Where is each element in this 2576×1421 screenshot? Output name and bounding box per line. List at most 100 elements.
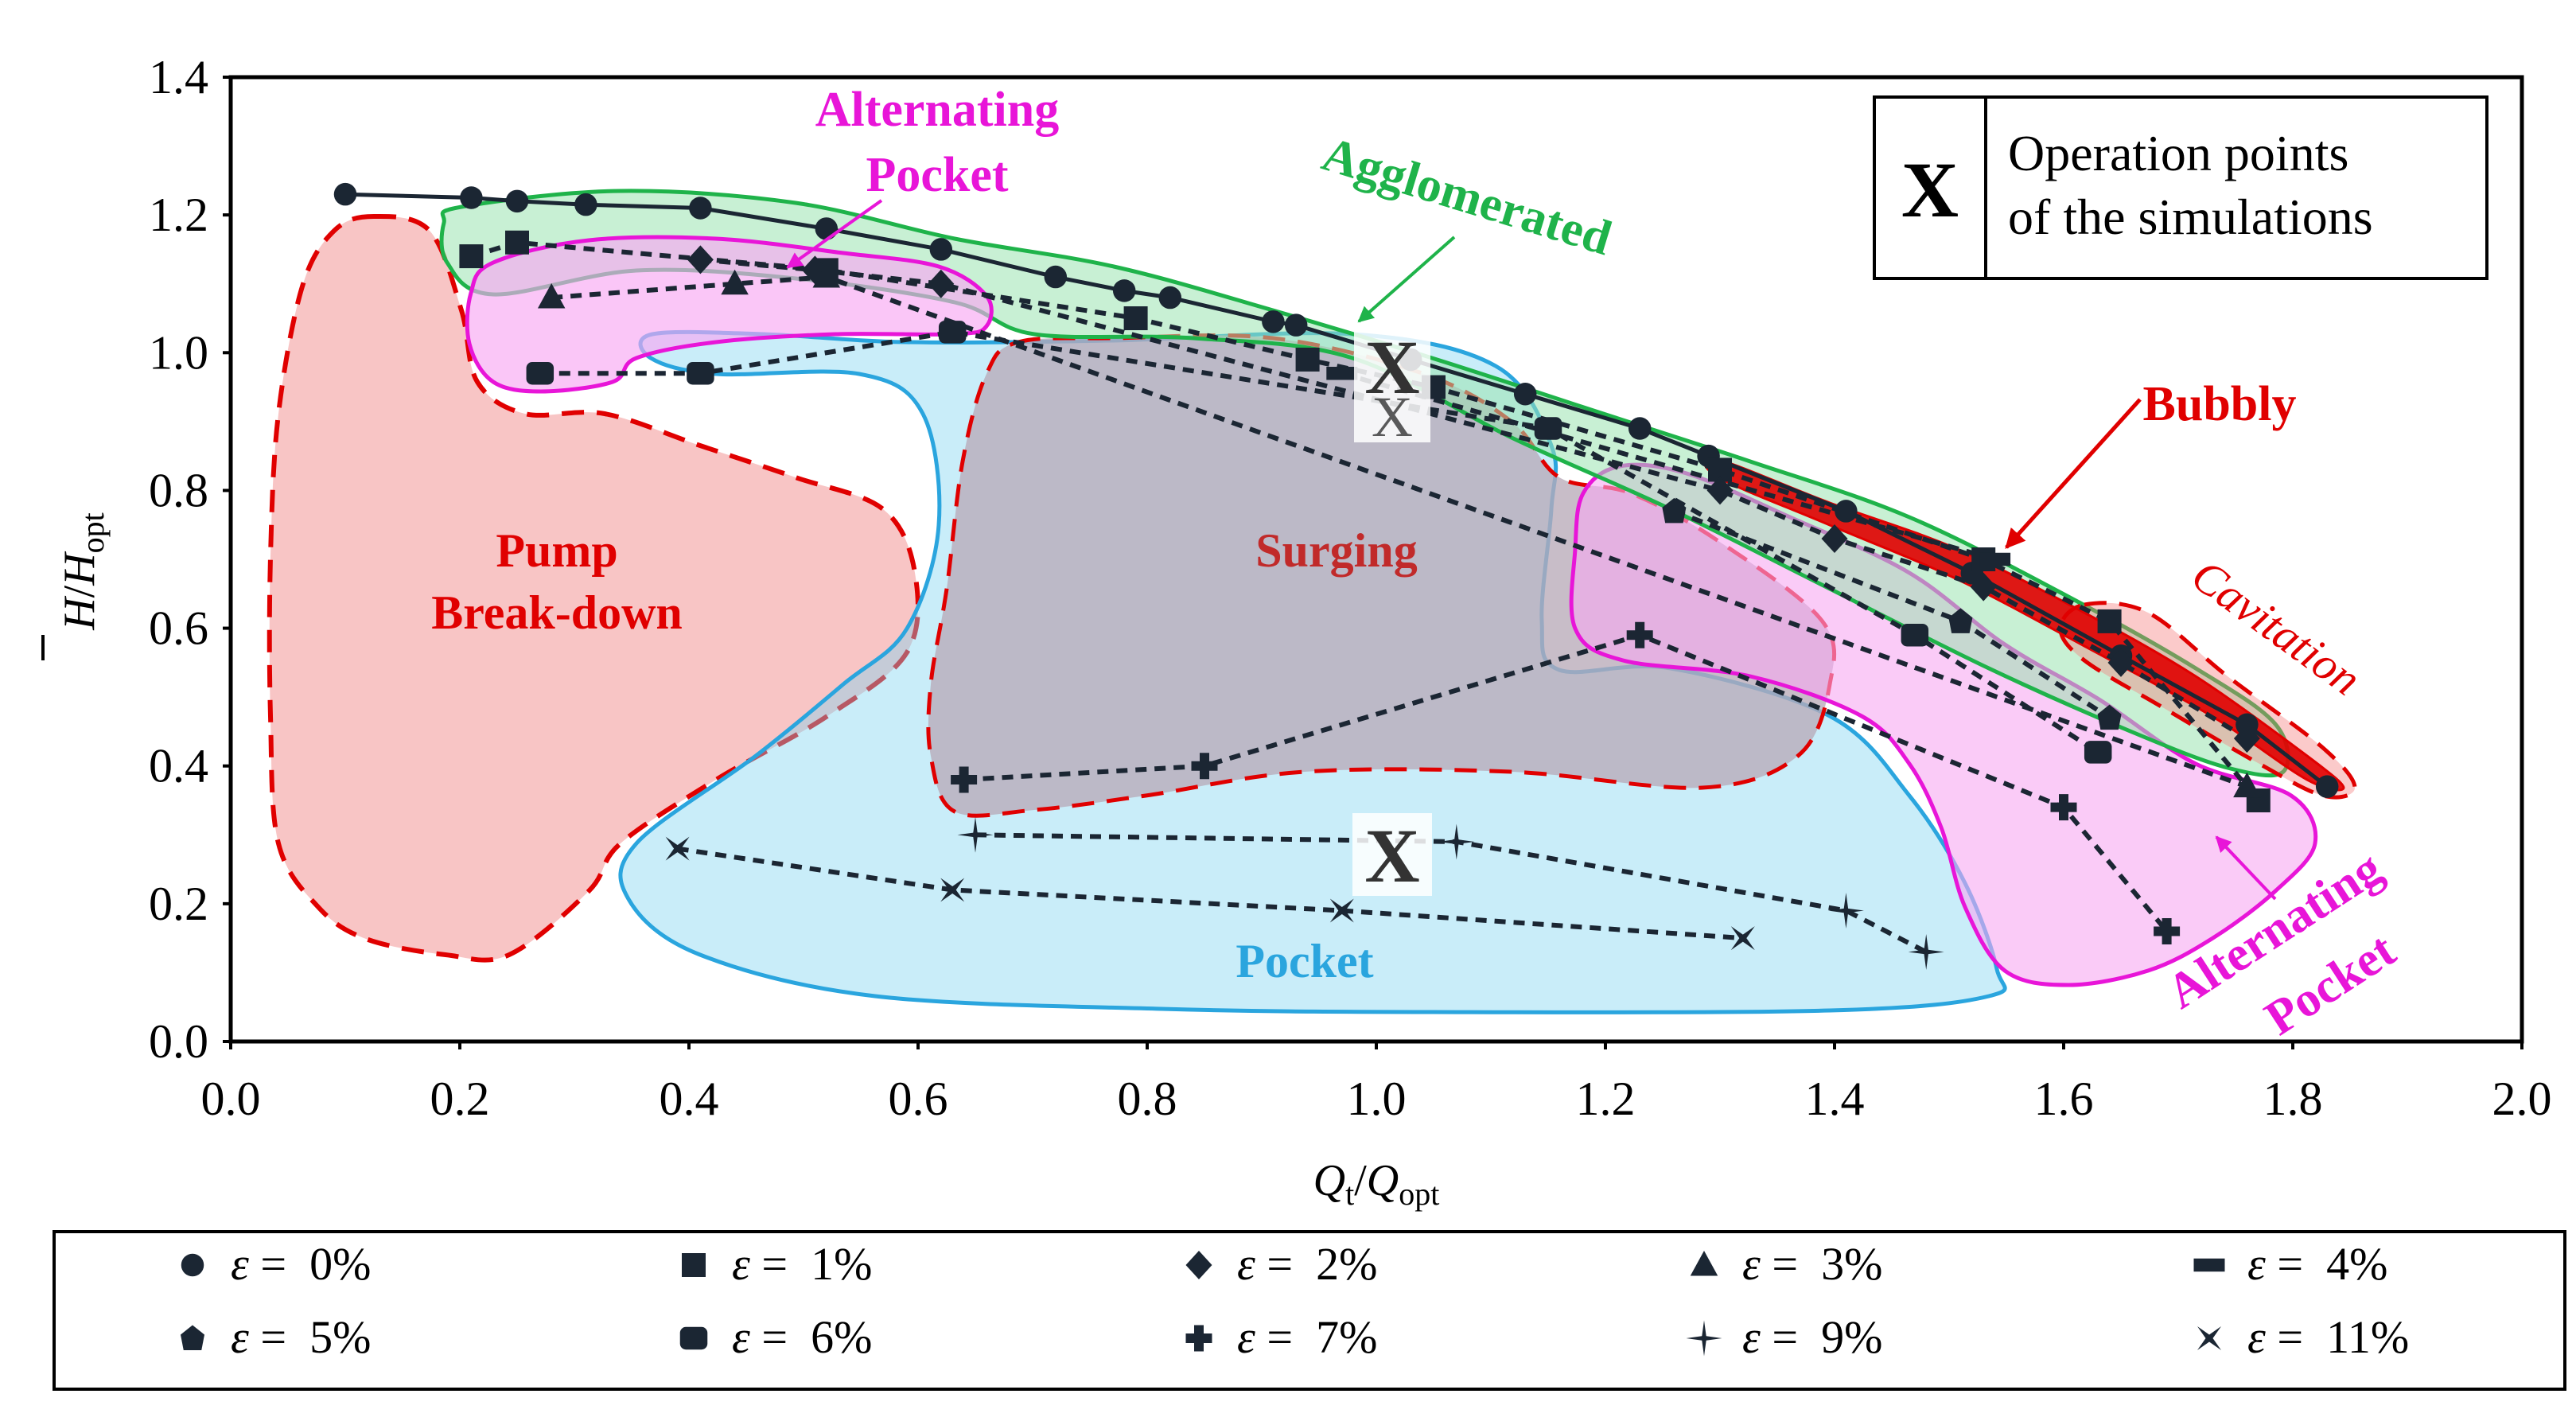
series-line [975, 832, 1928, 955]
legend-label: ε = 2% [1237, 1238, 1377, 1290]
x-tick-label: 0.0 [201, 1073, 261, 1125]
data-point [1970, 572, 1997, 601]
data-point [1827, 893, 1864, 929]
legend-marker [1185, 1251, 1212, 1279]
data-point [1123, 306, 1148, 330]
data-point [2097, 609, 2122, 633]
data-point [2233, 724, 2260, 753]
data-point [687, 362, 714, 385]
series-line [677, 846, 1744, 941]
legend-label: ε = 11% [2247, 1311, 2409, 1363]
data-point [1295, 347, 1320, 372]
arrow-agglomerated [1357, 236, 1456, 323]
x-tick-label: 2.0 [2492, 1073, 2552, 1125]
legend-marker [181, 1253, 204, 1277]
data-point [460, 186, 483, 209]
arrow-alternating-right [2215, 835, 2277, 901]
x-axis-label: Qt/Qopt [1313, 1156, 1440, 1212]
data-point [2050, 794, 2077, 821]
y-tick-label: 1.4 [149, 51, 208, 103]
y-tick-label: 0.4 [149, 740, 208, 792]
data-point [1044, 265, 1068, 289]
legend-label: ε = 7% [1237, 1311, 1377, 1363]
data-point [1112, 279, 1136, 302]
x-tick-label: 1.8 [2263, 1073, 2323, 1125]
data-point [1908, 933, 1944, 970]
data-point [1329, 898, 1354, 923]
data-point [574, 193, 597, 216]
y-axis-label: H/Hopt [55, 512, 111, 631]
legend-marker [2193, 1258, 2225, 1272]
x-ticks: 0.0 0.2 0.4 0.6 0.8 1.0 1.2 1.4 1.6 1.8 2.0 [201, 1041, 2552, 1125]
x-tick-label: 1.2 [1576, 1073, 1636, 1125]
y-tick-label: 0.0 [149, 1015, 208, 1068]
data-point [1628, 417, 1652, 440]
x-tick-label: 0.6 [889, 1073, 948, 1125]
arrow-alternating-top [786, 199, 883, 269]
arrow-bubbly [2005, 398, 2142, 549]
legend-marker [2197, 1326, 2221, 1350]
sim-marker-top: X [1364, 325, 1419, 410]
series-curves [344, 192, 2329, 955]
legend-marker [1686, 1320, 1722, 1357]
data-point [687, 245, 714, 274]
data-point [1284, 313, 1308, 337]
region-label-agglomerated: Agglomerated [1316, 127, 1617, 266]
series-legend-box [53, 1230, 2566, 1391]
x-tick-label: 1.6 [2034, 1073, 2094, 1125]
data-point [1191, 753, 1218, 780]
data-point [721, 269, 749, 295]
data-point [1730, 926, 1755, 951]
legend-marker [682, 1253, 706, 1277]
x-tick-label: 0.2 [430, 1073, 490, 1125]
data-point [2315, 775, 2339, 798]
region-label-bubbly: Bubbly [2142, 377, 2296, 431]
data-point [2154, 917, 2181, 944]
data-point [1706, 476, 1734, 505]
data-point [1901, 623, 1929, 647]
x-tick-label: 1.4 [1805, 1073, 1865, 1125]
data-point [940, 878, 965, 902]
data-point [1662, 497, 1687, 524]
sim-legend-text-2: of the simulations [2008, 189, 2373, 245]
data-point [459, 244, 484, 269]
y-tick-label: 0.6 [149, 602, 208, 655]
y-tick-label: 1.2 [149, 189, 208, 241]
y-tick-label: 1.0 [149, 326, 208, 379]
data-point [812, 263, 841, 288]
x-tick-label: 1.0 [1347, 1073, 1407, 1125]
series-legend-items: ε = 0% ε = 1% ε = 2% ε = 3% ε = 4% ε = 5% ε = … [181, 1238, 2409, 1363]
data-point [1513, 382, 1537, 406]
sim-marker-box-top [1354, 325, 1430, 442]
data-point [1158, 286, 1182, 310]
data-point [957, 816, 994, 853]
legend-marker [181, 1325, 204, 1350]
x-tick-label: 0.8 [1118, 1073, 1177, 1125]
legend-marker [1185, 1325, 1212, 1352]
legend-marker [1690, 1251, 1718, 1276]
sim-marker-top-lower: X [1372, 385, 1413, 449]
data-point [1948, 608, 1973, 633]
data-point [2097, 704, 2122, 730]
data-point [938, 321, 967, 344]
data-point [815, 217, 839, 240]
data-point [1534, 417, 1562, 440]
data-point [1821, 524, 1848, 554]
sim-marker-box-bottom [1352, 813, 1432, 896]
y-ticks: 0.0 0.2 0.4 0.6 0.8 1.0 1.2 1.4 [149, 51, 231, 1068]
data-point [1626, 621, 1653, 648]
legend-label: ε = 6% [732, 1311, 872, 1363]
region-label-surging: Surging [1255, 524, 1417, 577]
data-point [929, 238, 953, 261]
region-label-pocket: Pocket [1235, 935, 1373, 987]
data-point [1326, 367, 1358, 380]
region-pump-breakdown [267, 213, 920, 963]
x-tick-label: 0.4 [660, 1073, 719, 1125]
legend-label: ε = 1% [732, 1238, 872, 1290]
data-point [1979, 552, 2011, 566]
legend-label: ε = 4% [2247, 1238, 2387, 1290]
data-point [2107, 648, 2134, 677]
y-tick-label: 0.8 [149, 464, 208, 516]
